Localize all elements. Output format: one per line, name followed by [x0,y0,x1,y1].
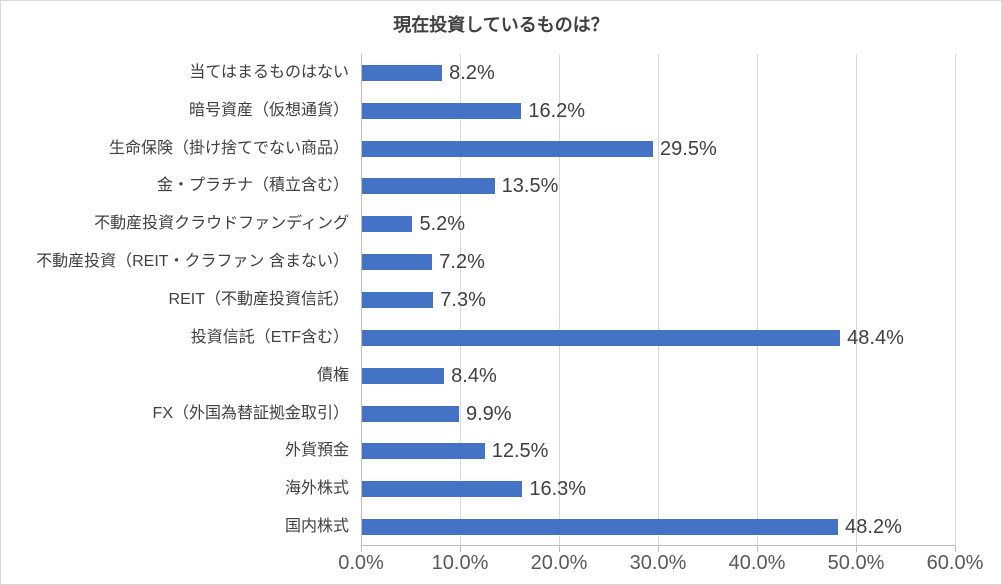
bar-row: 7.2% [361,243,955,281]
value-label: 12.5% [491,440,549,463]
category-label: 暗号資産（仮想通貨） [188,101,349,119]
value-label: 16.2% [528,99,586,122]
category-label: 海外株式 [284,480,349,498]
axis-tick [559,546,560,552]
x-axis-tick-label: 40.0% [728,552,786,574]
value-label: 9.9% [466,402,512,425]
bar-row: 7.3% [361,281,955,319]
bar-row: 29.5% [361,130,955,168]
value-label: 5.2% [419,213,466,236]
axis-tick [856,546,857,552]
value-label: 13.5% [501,175,559,198]
bar [361,140,654,157]
bar-row: 48.4% [361,319,955,357]
gridline [658,54,659,546]
vertical-axis-line [361,54,362,546]
chart-title: 現在投資しているものは？ [393,15,609,35]
category-label: 生命保険（掛け捨てでない商品） [108,139,349,157]
bar-row: 9.9% [361,395,955,433]
bar [361,329,841,346]
plot-area: 8.2% 16.2% 29.5% 13.5% 5.2% 7.2% 7.3% 48.4% 8.4%… [361,54,956,552]
x-axis-tick-label: 50.0% [827,552,885,574]
bar [361,254,433,271]
axis-tick [757,546,758,552]
x-axis-tick-label: 0.0% [338,552,384,574]
value-label: 48.2% [845,516,902,539]
bar [361,443,485,460]
bar-row: 8.2% [361,54,955,92]
x-axis-tick-labels: 0.0% 10.0% 20.0% 30.0% 40.0% 50.0% 60.0% [338,552,983,578]
category-label: 当てはまるものはない [189,63,349,81]
x-axis-tick-label: 60.0% [926,552,984,574]
bar [361,481,523,498]
value-label: 8.2% [449,61,495,84]
bar-row: 8.4% [361,357,955,395]
x-axis-tick-label: 10.0% [431,552,489,574]
bar [361,216,413,233]
bar [361,405,459,422]
category-label: 国内株式 [284,518,349,536]
axis-tick [361,546,362,552]
axis-tick [955,546,956,552]
gridline [460,54,461,546]
value-label: 29.5% [660,137,717,160]
value-label: 8.4% [451,364,497,387]
value-label: 7.2% [439,251,485,274]
x-axis-tick-label: 30.0% [629,552,687,574]
category-label: 不動産投資（REIT・クラファン 含まない） [36,253,349,271]
value-label: 7.3% [440,288,486,311]
category-label: 外貨預金 [284,442,349,460]
horizontal-axis-line [361,545,955,546]
category-label: REIT（不動産投資信託） [168,290,349,308]
category-axis-labels: 当てはまるものはない 暗号資産（仮想通貨） 生命保険（掛け捨てでない商品） 金・プラチ… [1,54,349,546]
bar-row: 13.5% [361,168,955,206]
bar-row: 12.5% [361,432,955,470]
axis-tick [460,546,461,552]
bar [361,367,445,384]
bar-row: 16.3% [361,470,955,508]
value-label: 48.4% [847,326,904,349]
value-label: 16.3% [529,478,587,501]
gridline [955,54,956,546]
category-label: 投資信託（ETF含む） [190,328,349,346]
x-axis-tick-label: 20.0% [530,552,588,574]
gridline [856,54,857,546]
gridline [757,54,758,546]
category-label: 金・プラチナ（積立含む） [156,177,349,195]
category-label: 債権 [316,366,349,384]
bar-row: 16.2% [361,92,955,130]
bar-row: 5.2% [361,205,955,243]
bar [361,64,443,81]
gridline [559,54,560,546]
category-label: 不動産投資クラウドファンディング [94,215,349,233]
bar [361,178,495,195]
axis-tick [658,546,659,552]
bar [361,291,434,308]
bar [361,519,839,536]
bar-row: 48.2% [361,508,955,546]
bar [361,102,522,119]
category-label: FX（外国為替証拠金取引） [152,404,349,422]
